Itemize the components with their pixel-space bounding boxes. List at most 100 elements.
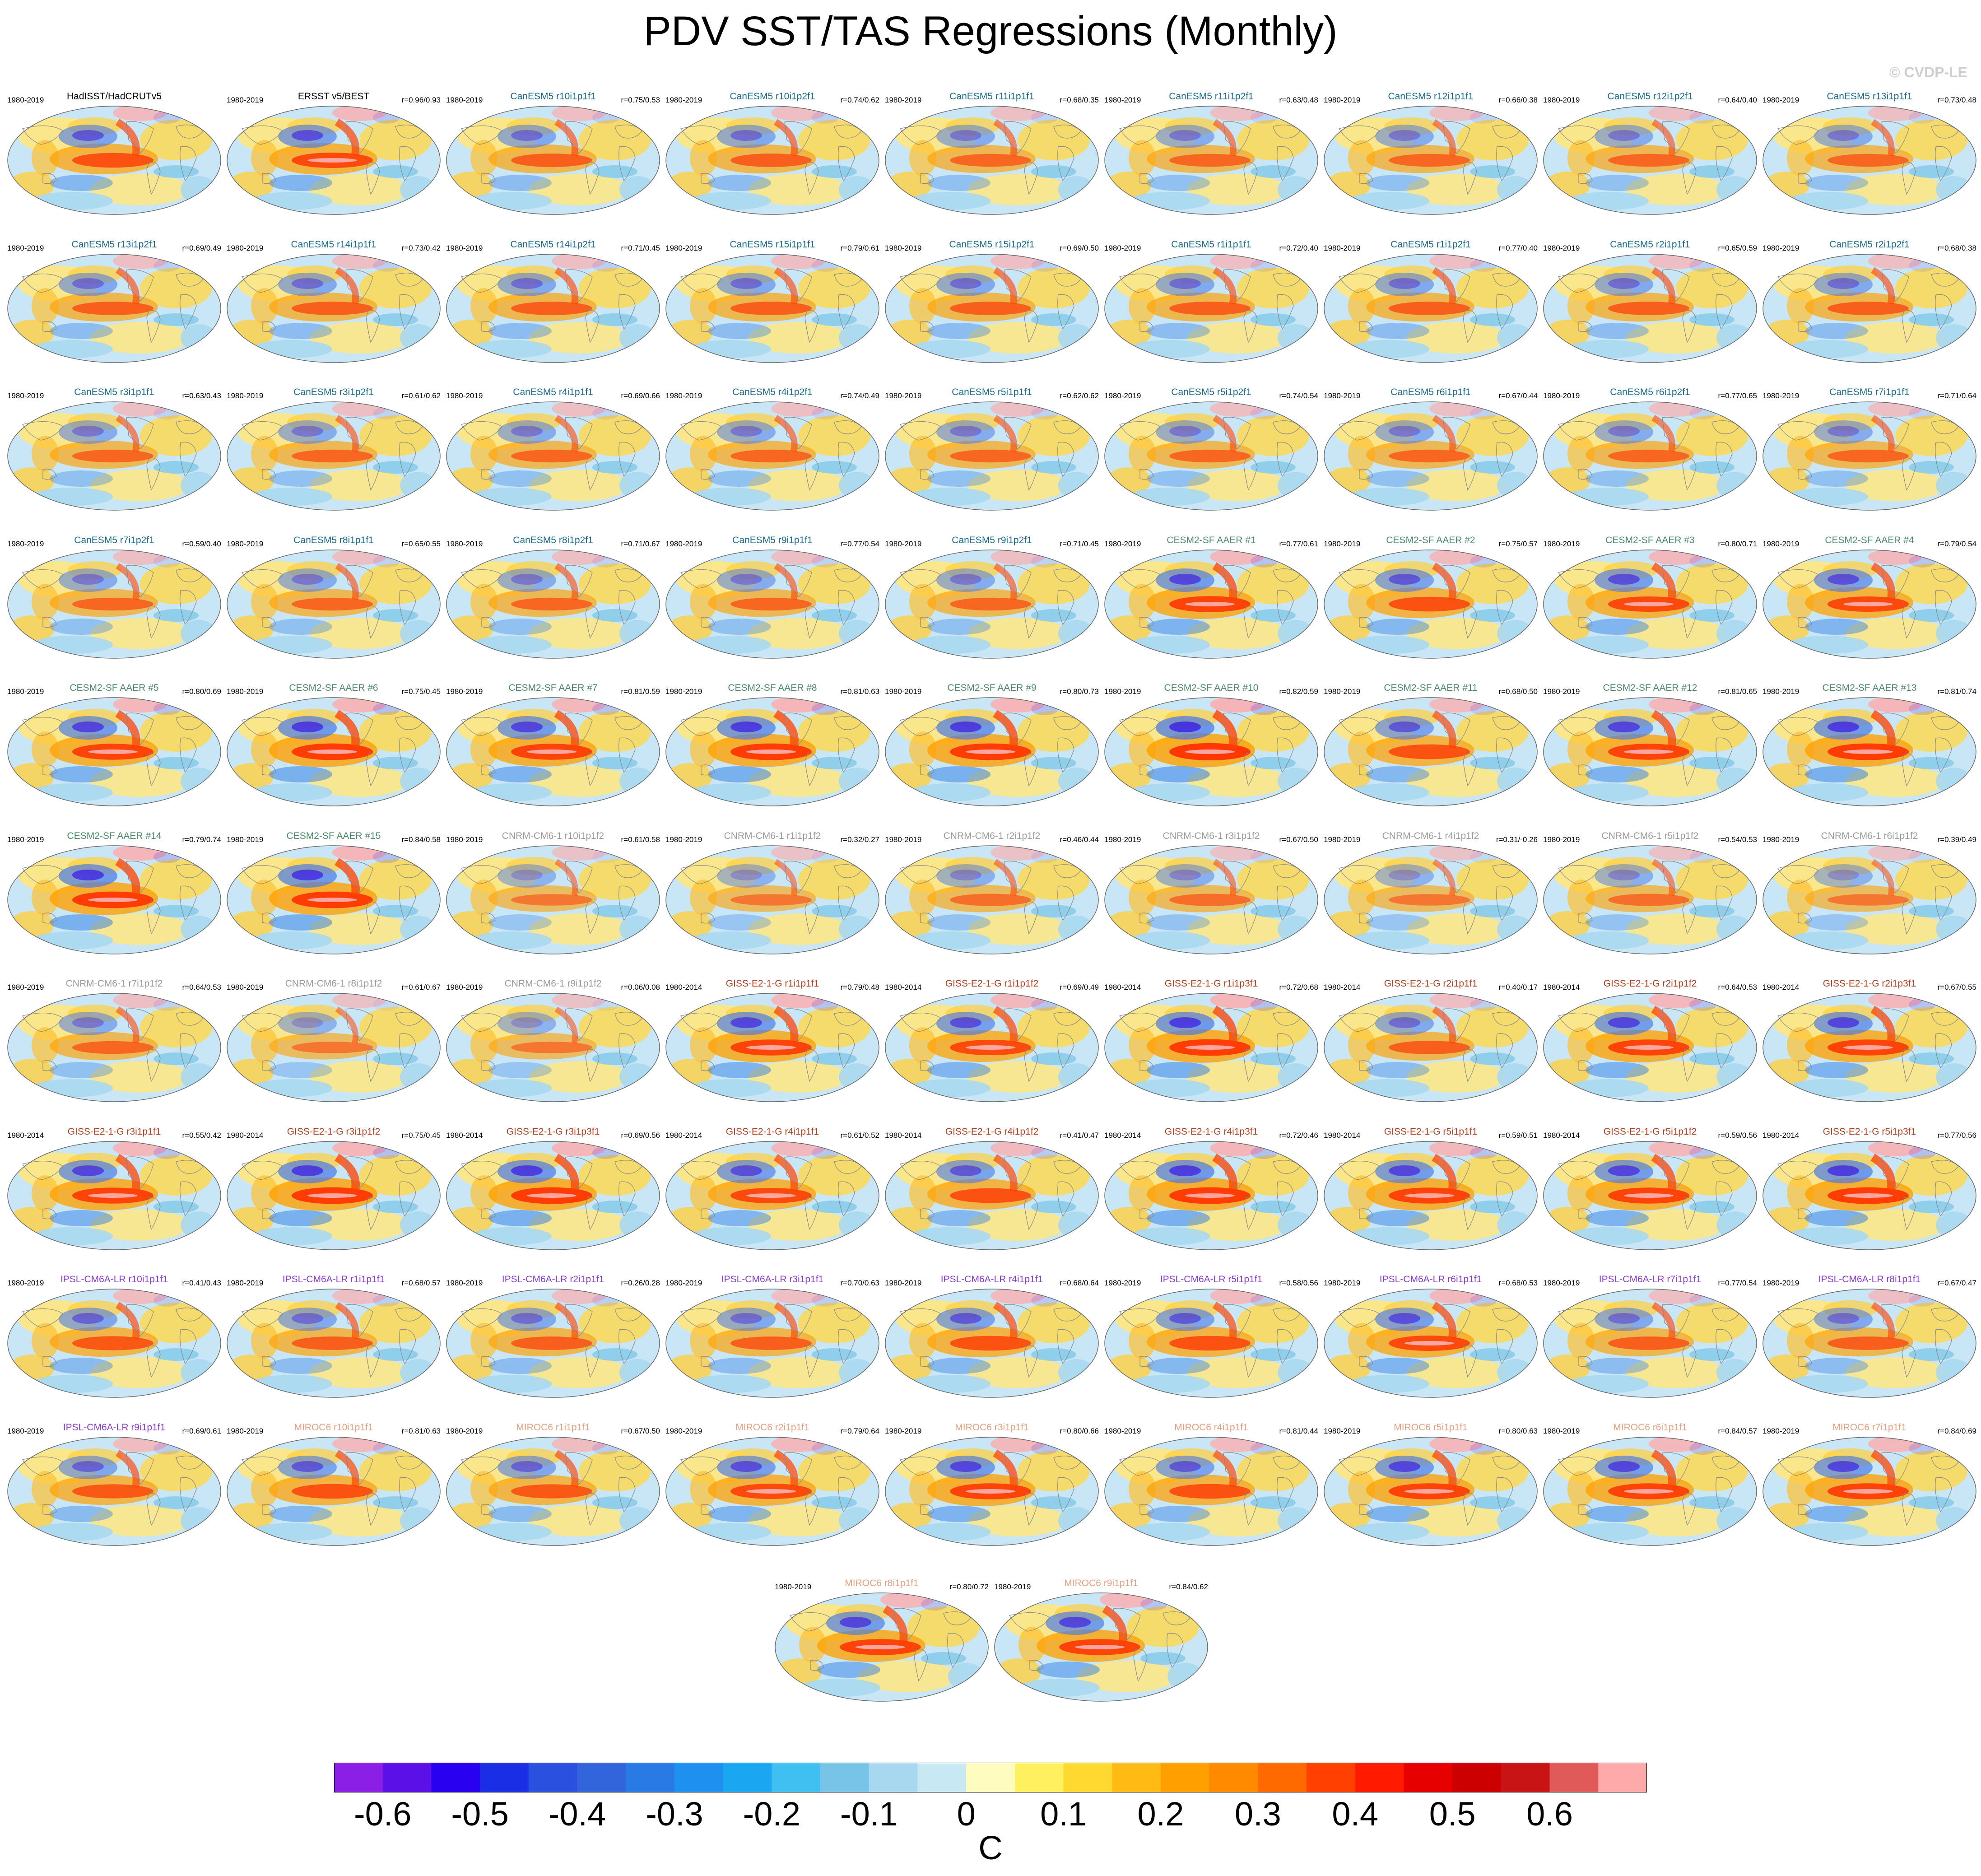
panel-correlation: r=0.64/0.53 (182, 983, 222, 992)
panel-correlation: r=0.31/-0.26 (1496, 835, 1538, 844)
panel-title: CESM2-SF AAER #2 (1386, 535, 1475, 545)
map-panel: 1980-2019 MIROC6 r4i1p1f1 r=0.81/0.44 (1102, 1421, 1321, 1577)
regression-map (885, 401, 1099, 511)
map-panel: 1980-2019 MIROC6 r8i1p1f1 r=0.80/0.72 (772, 1577, 991, 1733)
regression-map (7, 845, 221, 954)
colorbar-bin (820, 1763, 870, 1792)
regression-map (446, 1289, 660, 1398)
map-panel: 1980-2019 CanESM5 r9i1p2f1 r=0.71/0.45 (882, 534, 1102, 690)
panel-correlation: r=0.55/0.42 (182, 1131, 222, 1140)
colorbar-tick-label: 0.6 (1526, 1795, 1573, 1833)
regression-map (665, 697, 879, 806)
panel-correlation: r=0.71/0.45 (621, 243, 660, 252)
map-panel: 1980-2019 CanESM5 r11i1p1f1 r=0.68/0.35 (882, 90, 1102, 246)
map-panel: 1980-2019 CanESM5 r1i1p2f1 r=0.77/0.40 (1321, 238, 1540, 394)
panel-title: CanESM5 r7i1p2f1 (74, 535, 154, 545)
colorbar-bin (1014, 1763, 1064, 1792)
map-panel: 1980-2014 GISS-E2-1-G r5i1p1f2 r=0.59/0.56 (1540, 1126, 1760, 1281)
regression-map (446, 697, 660, 806)
panel-period: 1980-2019 (1104, 835, 1141, 844)
regression-map (1104, 993, 1318, 1102)
colorbar-tick-label: 0.4 (1332, 1795, 1379, 1833)
panel-title: CanESM5 r2i1p2f1 (1829, 239, 1910, 250)
regression-map (1762, 401, 1976, 511)
panel-title: CanESM5 r10i1p2f1 (730, 91, 815, 102)
panel-title: MIROC6 r1i1p1f1 (516, 1422, 590, 1433)
panel-title: MIROC6 r7i1p1f1 (1832, 1422, 1907, 1433)
panel-correlation: r=0.74/0.49 (840, 391, 880, 400)
regression-map (665, 253, 879, 363)
map-panel: 1980-2019 CanESM5 r13i1p1f1 r=0.73/0.48 (1760, 90, 1979, 246)
regression-map (885, 106, 1099, 215)
panel-period: 1980-2019 (1104, 391, 1141, 400)
panel-period: 1980-2019 (665, 1279, 702, 1287)
panel-title: GISS-E2-1-G r2i1p1f1 (1384, 978, 1478, 989)
panel-title: CESM2-SF AAER #13 (1822, 683, 1917, 693)
colorbar-tick-label: -0.5 (451, 1795, 509, 1833)
regression-map (1324, 549, 1538, 659)
panel-period: 1980-2019 (885, 391, 922, 400)
regression-map (885, 1289, 1099, 1398)
panel-title: IPSL-CM6A-LR r7i1p1f1 (1599, 1274, 1702, 1285)
panel-title: CanESM5 r6i1p1f1 (1390, 387, 1471, 397)
panel-correlation: r=0.80/0.71 (1718, 539, 1758, 548)
panel-title: CanESM5 r2i1p1f1 (1610, 239, 1690, 250)
panel-correlation: r=0.77/0.56 (1937, 1131, 1977, 1140)
regression-map (7, 697, 221, 806)
panel-period: 1980-2019 (1543, 1426, 1580, 1435)
map-panel: 1980-2014 GISS-E2-1-G r5i1p3f1 r=0.77/0.56 (1760, 1126, 1979, 1281)
regression-map (1543, 1436, 1757, 1546)
panel-period: 1980-2019 (1324, 835, 1361, 844)
panel-period: 1980-2019 (7, 1279, 44, 1287)
panel-correlation: r=0.84/0.57 (1718, 1426, 1758, 1435)
map-panel: 1980-2019 IPSL-CM6A-LR r8i1p1f1 r=0.67/0.4… (1760, 1273, 1979, 1429)
panel-period: 1980-2014 (1543, 983, 1580, 992)
regression-map (7, 253, 221, 363)
map-panel: 1980-2019 CESM2-SF AAER #5 r=0.80/0.69 (5, 682, 224, 838)
panel-title: CanESM5 r10i1p1f1 (510, 91, 596, 102)
colorbar-bin (1404, 1763, 1453, 1792)
panel-title: CESM2-SF AAER #8 (728, 683, 817, 693)
regression-map (775, 1592, 989, 1702)
map-panel: 1980-2019 CanESM5 r12i1p1f1 r=0.66/0.38 (1321, 90, 1540, 246)
colorbar-bin (1112, 1763, 1161, 1792)
panel-period: 1980-2019 (7, 687, 44, 696)
figure-title: PDV SST/TAS Regressions (Monthly) (643, 8, 1338, 54)
regression-map (1324, 845, 1538, 954)
panel-period: 1980-2019 (446, 1279, 483, 1287)
map-panel: 1980-2019 MIROC6 r6i1p1f1 r=0.84/0.57 (1540, 1421, 1760, 1577)
panel-period: 1980-2019 (227, 243, 264, 252)
panel-correlation: r=0.66/0.38 (1498, 96, 1538, 104)
map-panel: 1980-2019 CNRM-CM6-1 r7i1p1f2 r=0.64/0.53 (5, 978, 224, 1133)
panel-title: CESM2-SF AAER #6 (289, 683, 378, 693)
regression-map (227, 993, 441, 1102)
panel-title: GISS-E2-1-G r3i1p1f2 (287, 1126, 381, 1137)
panel-title: CanESM5 r14i1p1f1 (291, 239, 377, 250)
colorbar-bin (431, 1763, 480, 1792)
panel-period: 1980-2019 (7, 1426, 44, 1435)
panel-period: 1980-2019 (1543, 539, 1580, 548)
panel-correlation: r=0.68/0.35 (1060, 96, 1099, 104)
regression-map (1324, 1140, 1538, 1250)
panel-correlation: r=0.75/0.45 (401, 687, 441, 696)
panel-title: CESM2-SF AAER #5 (70, 683, 159, 693)
panel-correlation: r=0.74/0.62 (840, 96, 880, 104)
map-panel: 1980-2019 CNRM-CM6-1 r8i1p1f2 r=0.61/0.67 (224, 978, 443, 1133)
map-panel: 1980-2019 CanESM5 r2i1p2f1 r=0.68/0.38 (1760, 238, 1979, 394)
map-panel: 1980-2019 CanESM5 r10i1p2f1 r=0.74/0.62 (663, 90, 882, 246)
panel-period: 1980-2014 (1324, 1131, 1361, 1140)
panel-title: CanESM5 r8i1p2f1 (513, 535, 593, 545)
panel-period: 1980-2014 (885, 1131, 922, 1140)
colorbar-bin (528, 1763, 578, 1792)
map-panel: 1980-2019 CESM2-SF AAER #10 r=0.82/0.59 (1102, 682, 1321, 838)
panel-period: 1980-2019 (665, 1426, 702, 1435)
regression-map (665, 845, 879, 954)
panel-period: 1980-2019 (1762, 96, 1800, 104)
panel-correlation: r=0.81/0.44 (1279, 1426, 1319, 1435)
panel-correlation: r=0.61/0.58 (621, 835, 660, 844)
regression-map (885, 253, 1099, 363)
panel-period: 1980-2019 (1762, 243, 1800, 252)
panel-title: CNRM-CM6-1 r7i1p1f2 (65, 978, 163, 989)
panel-correlation: r=0.69/0.49 (182, 243, 222, 252)
panel-period: 1980-2019 (885, 835, 922, 844)
